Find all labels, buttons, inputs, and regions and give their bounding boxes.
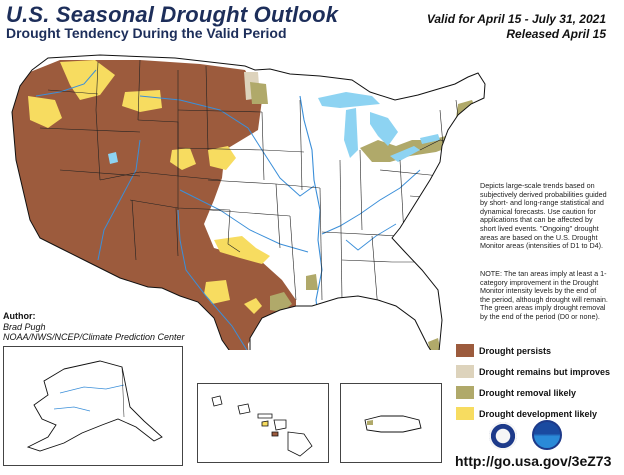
legend-item-development: Drought development likely — [456, 403, 616, 424]
release-date: Released April 15 — [506, 27, 606, 41]
island-lanai — [261, 420, 269, 427]
legend-label-removal: Drought removal likely — [479, 387, 577, 398]
legend-label-persists: Drought persists — [479, 345, 552, 356]
author-name: Brad Pugh — [3, 321, 46, 332]
missouri-river — [139, 95, 315, 197]
region-development-la — [244, 298, 262, 314]
inset-puerto-rico — [340, 383, 442, 463]
colorado-river — [97, 139, 141, 261]
noaa-logo — [532, 420, 562, 450]
region-development-nm — [204, 280, 230, 304]
region-removal-tx-east — [270, 292, 292, 312]
legend-item-improves: Drought remains but improves — [456, 361, 616, 382]
map-title: U.S. Seasonal Drought Outlook — [6, 2, 339, 27]
url-link[interactable]: http://go.usa.gov/3eZ73 — [455, 453, 612, 469]
alaska-outline — [26, 360, 163, 452]
state-borders — [39, 59, 471, 311]
region-development-plains — [208, 146, 236, 170]
lake-huron — [370, 112, 398, 146]
island-kauai — [211, 395, 223, 407]
island-hawaii — [287, 431, 313, 457]
alaska-map — [26, 360, 163, 452]
lake-erie — [390, 146, 420, 162]
region-development-wy — [170, 148, 196, 170]
legend-label-development: Drought development likely — [479, 408, 598, 419]
arkansas-river — [179, 189, 309, 253]
ohio-river — [321, 169, 421, 235]
island-maui — [273, 419, 287, 431]
legend-label-improves: Drought remains but improves — [479, 366, 611, 377]
alaska-river — [59, 384, 125, 394]
great-salt-lake — [108, 152, 118, 164]
legend-swatch-improves — [456, 365, 474, 378]
lake-michigan — [344, 108, 358, 158]
region-removal-greatlakes — [360, 136, 452, 162]
puerto-rico-outline — [364, 415, 422, 433]
columbia-river — [35, 69, 97, 97]
legend-item-persists: Drought persists — [456, 340, 616, 361]
rio-grande — [177, 209, 249, 350]
region-removal-fl — [428, 338, 442, 350]
island-kahoolawe — [271, 431, 279, 437]
puerto-rico-map — [364, 415, 422, 433]
inset-alaska — [3, 346, 183, 466]
region-removal-mn — [250, 82, 268, 104]
legend-swatch-removal — [456, 386, 474, 399]
region-development-or — [28, 96, 62, 128]
author-block: Author: Brad Pugh NOAA/NWS/NCEP/Climate … — [3, 311, 185, 343]
noaa-nws-logo — [489, 422, 517, 450]
mississippi-river — [299, 95, 323, 331]
map-subtitle: Drought Tendency During the Valid Period — [6, 25, 287, 41]
note-text: NOTE: The tan areas imply at least a 1-c… — [480, 269, 608, 321]
inset-hawaii — [197, 383, 329, 463]
conus-outline — [11, 54, 486, 350]
conus-drought-map — [11, 54, 486, 350]
author-org: NOAA/NWS/NCEP/Climate Prediction Center — [3, 332, 185, 342]
alaska-border — [121, 366, 125, 418]
tennessee-river — [345, 223, 397, 251]
legend-swatch-persists — [456, 344, 474, 357]
legend-item-removal: Drought removal likely — [456, 382, 616, 403]
description-text: Depicts large-scale trends based on subj… — [480, 181, 607, 251]
region-development-mt — [122, 90, 162, 112]
author-label: Author: — [3, 311, 36, 321]
lake-ontario — [420, 134, 440, 144]
region-removal-ar — [306, 274, 318, 290]
hawaii-map — [211, 395, 313, 457]
map-legend: Drought persists Drought remains but imp… — [456, 340, 616, 424]
island-oahu — [237, 403, 251, 415]
legend-swatch-development — [456, 407, 474, 420]
puerto-rico-removal-area — [367, 420, 373, 425]
alaska-river-2 — [53, 406, 91, 412]
lake-superior — [318, 92, 380, 108]
island-molokai — [257, 413, 273, 419]
valid-period: Valid for April 15 - July 31, 2021 — [426, 12, 606, 26]
